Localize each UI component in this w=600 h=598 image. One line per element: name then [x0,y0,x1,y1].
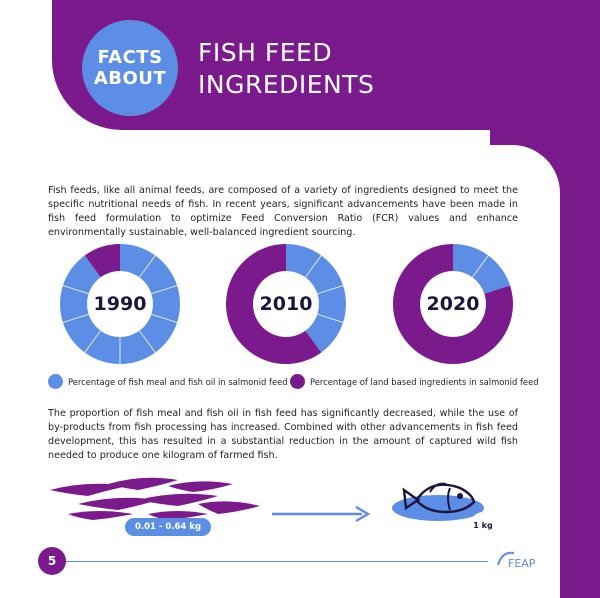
intro-paragraph: Fish feeds, like all animal feeds, are c… [48,185,518,238]
donut-divider-1990-7 [62,313,89,323]
donut-slice-2010-0 [286,244,347,353]
donut-chart-1990: 1990 [58,242,182,366]
page-number: 5 [38,547,66,575]
legend-dot-purple [290,374,305,389]
donut-year-2010: 2010 [259,293,313,315]
feap-logo: FEAP [497,551,536,570]
donut-slice-2020-1 [393,244,513,364]
fish-school-icon [50,477,260,520]
donut-divider-1990-6 [84,330,101,353]
title-line-2: INGREDIENTS [198,70,375,99]
donut-divider-2010-1 [305,255,322,278]
donut-divider-2010-3 [317,313,344,323]
donut-divider-1990-1 [139,255,156,278]
badge-line-2: ABOUT [93,68,167,89]
donut-svg-2020 [393,244,513,364]
donut-slice-1990-1 [84,244,120,278]
donut-year-2020: 2020 [426,293,480,315]
legend-item-fish-meal: Percentage of fish meal and fish oil in … [48,374,288,389]
donut-slice-2010-1 [226,244,322,364]
wild-fish-amount-pill: 0.01 - 0.64 kg [125,518,211,536]
footer-divider [60,561,488,562]
donut-divider-1990-4 [139,330,156,353]
donut-divider-2020-1 [472,255,489,278]
donut-divider-1990-2 [151,285,178,295]
title-line-1: FISH FEED [198,38,333,67]
donut-svg-2010 [226,244,347,364]
content-card [0,145,560,598]
badge-line-1: FACTS [97,47,163,68]
donut-chart-2020: 2020 [391,242,515,366]
legend-label-fish-meal: Percentage of fish meal and fish oil in … [68,376,288,387]
svg-text:FEAP: FEAP [508,557,536,570]
donut-year-1990: 1990 [93,293,147,315]
donut-divider-1990-8 [62,285,89,295]
arrow-right-icon [272,505,371,523]
donut-slice-2020-0 [453,244,511,294]
farmed-fish-amount-badge: 1 kg [470,512,496,538]
donut-divider-1990-3 [151,313,178,323]
legend-label-land-based: Percentage of land based ingredients in … [310,376,539,387]
donut-slice-1990-0 [60,244,180,364]
donut-svg-1990 [60,244,180,364]
legend-dot-blue [48,374,63,389]
fish-icon [392,482,484,521]
donut-chart-2010: 2010 [224,242,348,366]
facts-about-badge: FACTS ABOUT [82,20,178,116]
page-title: FISH FEED INGREDIENTS [198,37,374,101]
second-paragraph: The proportion of fish meal and fish oil… [48,408,518,461]
donut-divider-2010-2 [317,285,344,295]
legend-item-land-based: Percentage of land based ingredients in … [290,374,539,389]
